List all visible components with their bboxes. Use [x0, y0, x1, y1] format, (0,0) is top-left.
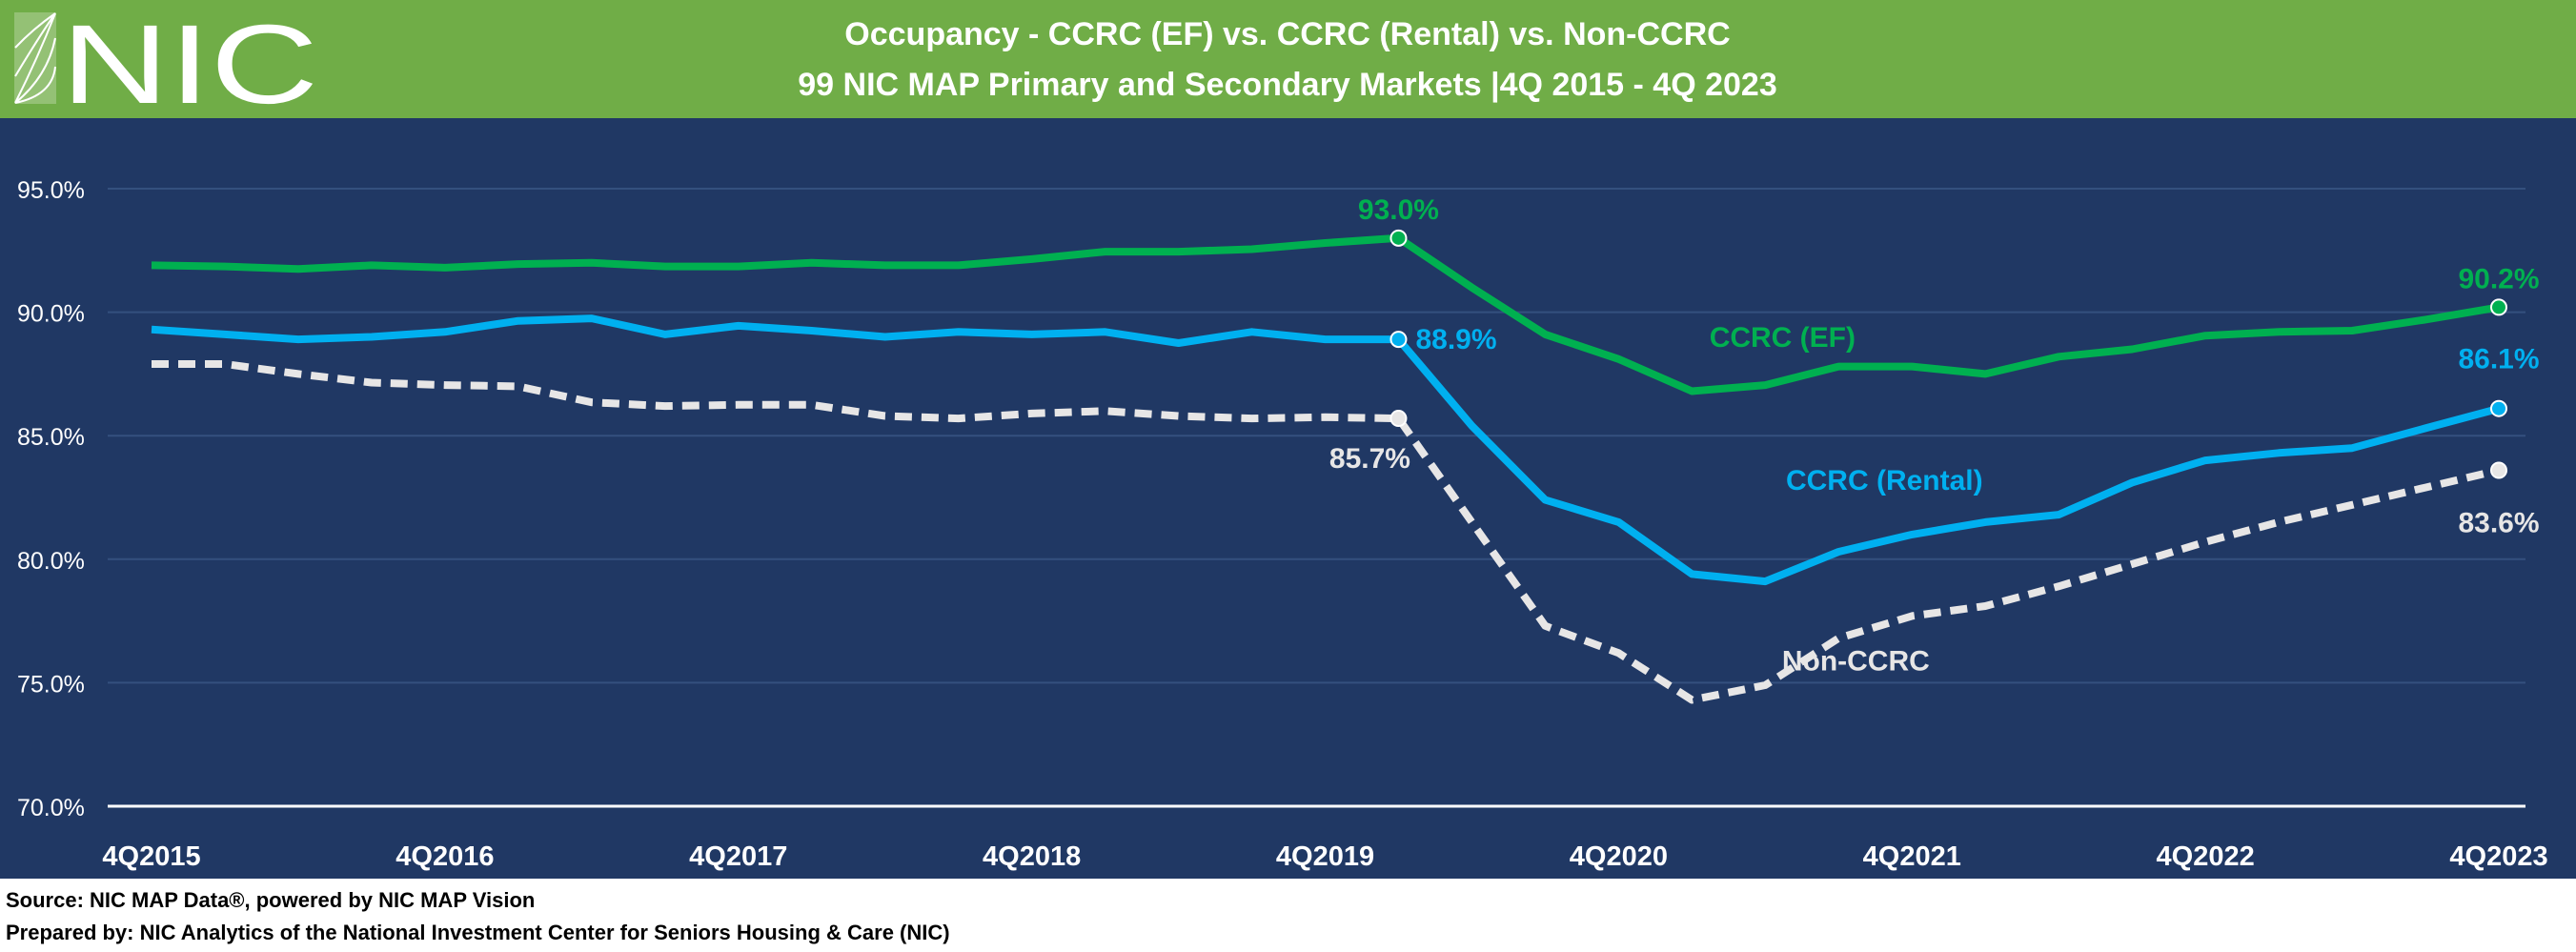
- y-tick-label: 85.0%: [17, 424, 85, 451]
- y-tick-label: 70.0%: [17, 795, 85, 821]
- x-tick-label: 4Q2022: [2157, 841, 2255, 872]
- data-label: 90.2%: [2458, 263, 2539, 294]
- plot-background: [0, 118, 2576, 879]
- series-line-ccrc-ef: [151, 233, 2500, 395]
- series-line-non-ccrc: [152, 360, 2500, 704]
- x-tick-label: 4Q2019: [1276, 841, 1374, 872]
- y-tick-label: 95.0%: [17, 177, 85, 204]
- data-point-marker: [2490, 461, 2507, 479]
- x-tick-label: 4Q2018: [983, 841, 1081, 872]
- header-band: [0, 0, 2576, 118]
- chart-subtitle: 99 NIC MAP Primary and Secondary Markets…: [798, 67, 1777, 103]
- series-line-ccrc-rental: [151, 314, 2501, 586]
- x-tick-label: 4Q2023: [2449, 841, 2547, 872]
- x-tick-label: 4Q2016: [396, 841, 494, 872]
- data-label: 93.0%: [1358, 194, 1439, 226]
- data-label: 85.7%: [1329, 443, 1410, 475]
- data-label: 88.9%: [1415, 324, 1496, 355]
- y-tick-label: 90.0%: [17, 301, 85, 328]
- series-name-label: Non-CCRC: [1782, 645, 1930, 677]
- series-name-label: CCRC (Rental): [1786, 465, 1983, 496]
- chart-title: Occupancy - CCRC (EF) vs. CCRC (Rental) …: [844, 16, 1730, 52]
- logo-globe-icon: [14, 12, 56, 104]
- x-tick-label: 4Q2015: [102, 841, 200, 872]
- y-tick-label: 75.0%: [17, 671, 85, 698]
- nic-logo: NIC: [14, 2, 318, 128]
- x-tick-label: 4Q2021: [1863, 841, 1961, 872]
- series-name-label: CCRC (EF): [1710, 322, 1856, 354]
- data-point-marker: [2490, 298, 2507, 316]
- data-point-marker: [1389, 331, 1408, 349]
- x-tick-label: 4Q2017: [689, 841, 787, 872]
- footer-source: Source: NIC MAP Data®, powered by NIC MA…: [6, 888, 535, 912]
- y-tick-label: 80.0%: [17, 548, 85, 575]
- data-point-marker: [2490, 399, 2507, 417]
- data-point-marker: [1389, 410, 1408, 428]
- data-label: 86.1%: [2458, 344, 2539, 375]
- footer-prepared: Prepared by: NIC Analytics of the Nation…: [6, 921, 950, 944]
- data-label: 83.6%: [2458, 507, 2539, 538]
- data-point-marker: [1389, 229, 1408, 247]
- x-tick-label: 4Q2020: [1570, 841, 1668, 872]
- logo-text: NIC: [61, 2, 318, 128]
